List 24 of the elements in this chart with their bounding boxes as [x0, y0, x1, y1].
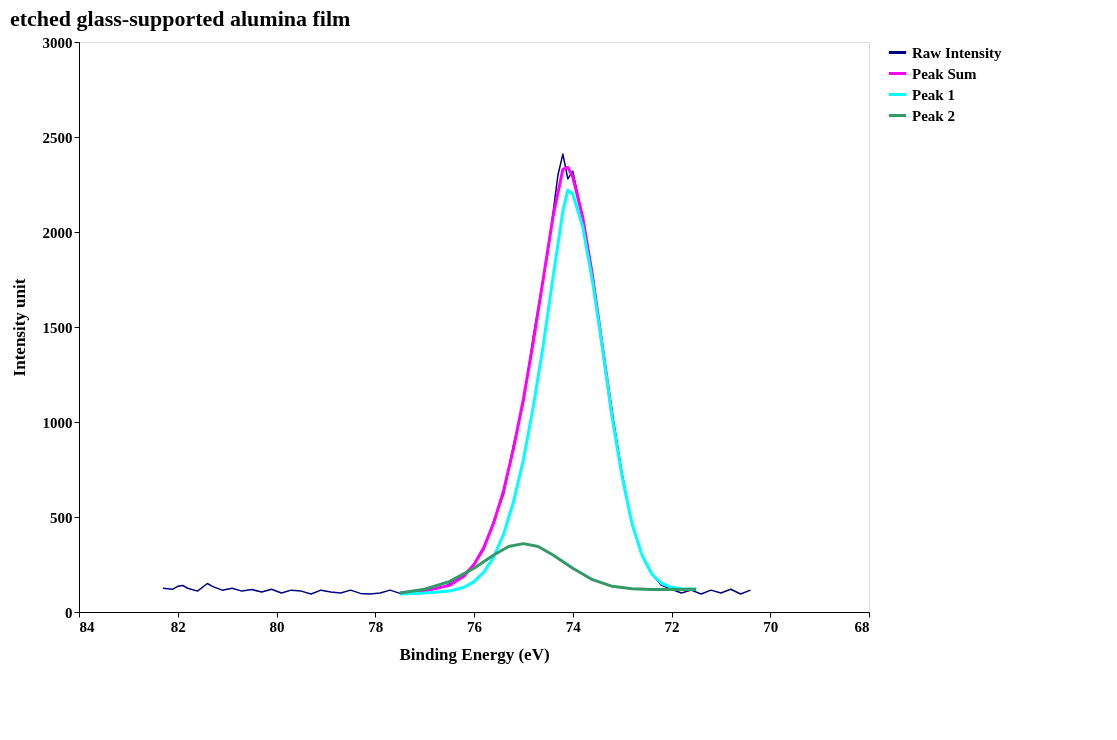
legend-label: Peak 1: [912, 86, 955, 103]
legend-label: Raw Intensity: [912, 44, 1003, 61]
y-tick-label: 500: [50, 509, 73, 526]
y-axis-title: Intensity unit: [9, 278, 29, 377]
legend-label: Peak 2: [912, 107, 955, 124]
x-axis-title: Binding Energy (eV): [399, 644, 550, 664]
y-tick-label: 0: [65, 604, 73, 621]
x-tick-label: 84: [79, 618, 95, 635]
y-tick-label: 1000: [42, 414, 73, 431]
y-tick-label: 2000: [42, 224, 73, 241]
x-tick-label: 72: [664, 618, 680, 635]
x-tick-label: 78: [368, 618, 384, 635]
y-tick-label: 1500: [42, 319, 73, 336]
x-tick-label: 68: [854, 618, 870, 635]
x-tick-label: 70: [763, 618, 779, 635]
x-tick-label: 82: [170, 618, 186, 635]
y-tick-label: 3000: [42, 34, 73, 51]
y-tick-label: 2500: [42, 129, 73, 146]
x-tick-label: 80: [269, 618, 285, 635]
legend-label: Peak Sum: [912, 65, 978, 82]
chart-title: etched glass-supported alumina film: [10, 6, 351, 31]
line-series: [398, 542, 698, 595]
x-tick-label: 76: [467, 618, 483, 635]
x-tick-label: 74: [565, 618, 582, 635]
